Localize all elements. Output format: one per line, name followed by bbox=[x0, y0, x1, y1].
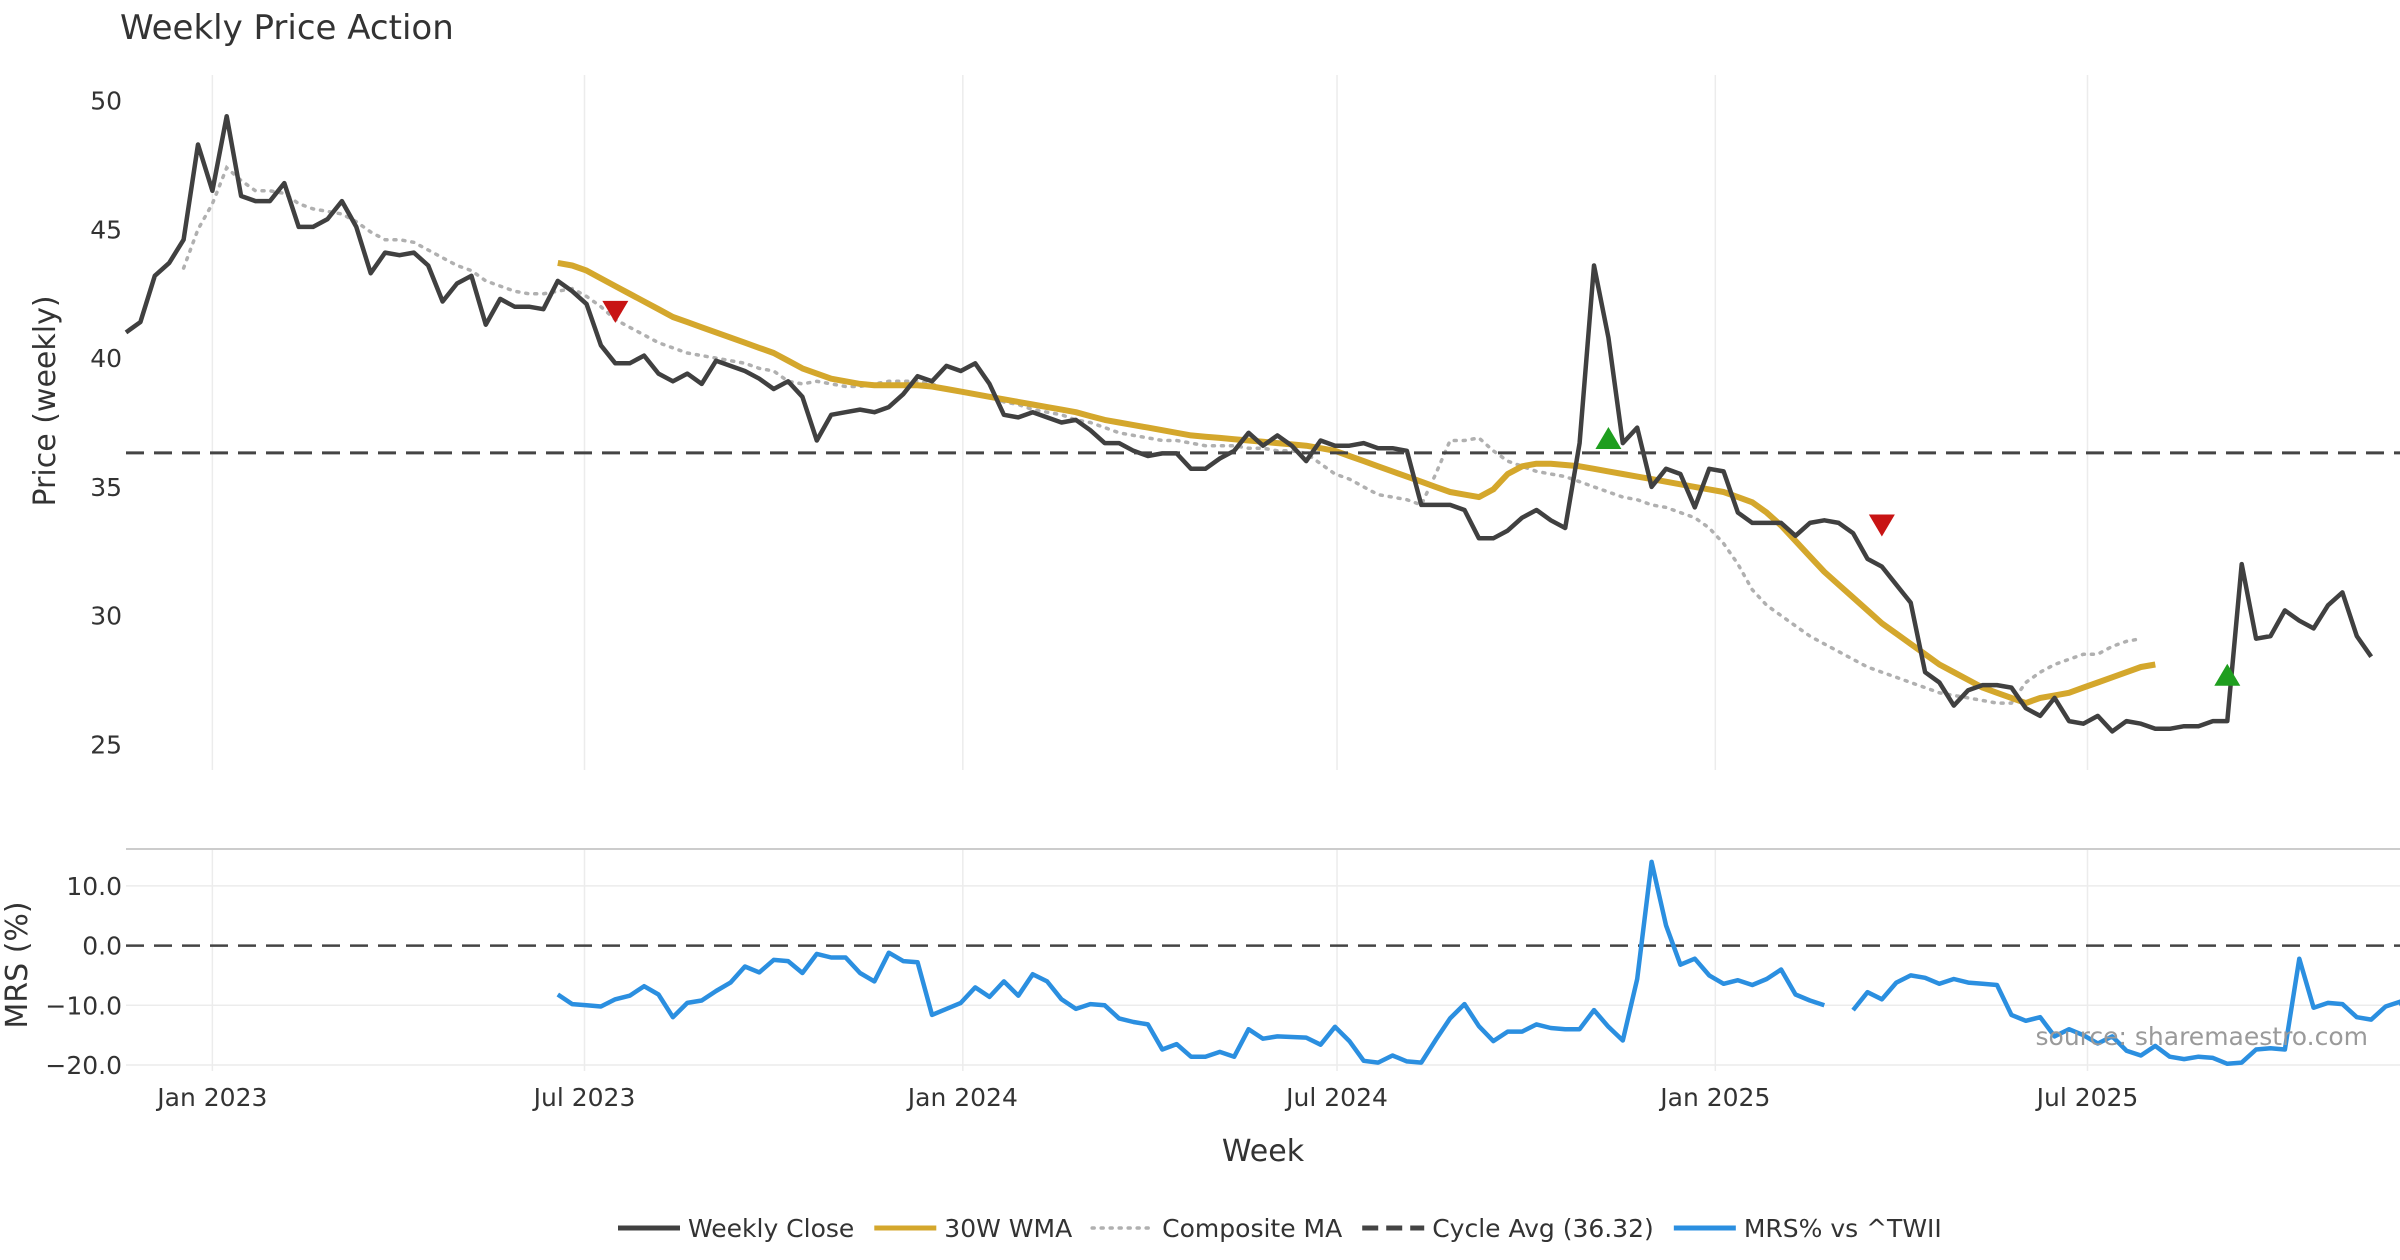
mrs-y-tick: 10.0 bbox=[66, 872, 122, 901]
x-tick: Jan 2023 bbox=[155, 1083, 267, 1112]
legend: Weekly Close 30W WMA Composite MA Cycle Avg… bbox=[618, 1214, 1942, 1243]
price-axis-label: Price (weekly) bbox=[28, 295, 63, 506]
buy-signal-marker bbox=[1595, 426, 1622, 449]
price-y-tick: 40 bbox=[90, 344, 122, 373]
sell-signal-marker bbox=[602, 300, 629, 323]
price-y-ticks: 25 30 35 40 45 50 bbox=[90, 87, 122, 760]
price-y-tick: 50 bbox=[90, 87, 122, 116]
mrs-gridlines bbox=[126, 850, 2400, 1071]
mrs-axis-label: MRS (%) bbox=[0, 901, 35, 1028]
x-ticks: Jan 2023 Jul 2023 Jan 2024 Jul 2024 Jan 2025… bbox=[155, 1083, 2138, 1112]
price-series-group bbox=[124, 113, 2400, 734]
mrs-y-tick: −10.0 bbox=[45, 991, 122, 1020]
mrs-line-segment bbox=[556, 859, 1826, 1065]
x-tick: Jan 2024 bbox=[906, 1083, 1018, 1112]
mrs-y-ticks: 10.0 0.0 −10.0 −20.0 bbox=[45, 872, 122, 1080]
price-gridlines bbox=[211, 75, 2089, 770]
weekly-close-line bbox=[124, 113, 2374, 734]
wma-30w-line bbox=[557, 259, 2156, 707]
chart-title: Weekly Price Action bbox=[120, 8, 454, 48]
price-y-tick: 45 bbox=[90, 215, 122, 244]
legend-label: 30W WMA bbox=[944, 1214, 1072, 1243]
x-tick: Jul 2024 bbox=[1284, 1083, 1388, 1112]
price-y-tick: 35 bbox=[90, 473, 122, 502]
legend-label: Composite MA bbox=[1162, 1214, 1342, 1243]
price-y-tick: 25 bbox=[90, 730, 122, 759]
legend-label: Weekly Close bbox=[688, 1214, 854, 1243]
price-y-tick: 30 bbox=[90, 602, 122, 631]
legend-label: MRS% vs ^TWII bbox=[1744, 1214, 1942, 1243]
x-tick: Jan 2025 bbox=[1658, 1083, 1770, 1112]
legend-label: Cycle Avg (36.32) bbox=[1432, 1214, 1654, 1243]
x-axis-label: Week bbox=[1222, 1134, 1305, 1169]
signal-markers bbox=[602, 300, 2241, 686]
sell-signal-marker bbox=[1868, 514, 1895, 537]
buy-signal-marker bbox=[2214, 663, 2241, 686]
composite-ma-line bbox=[181, 164, 2143, 705]
x-tick: Jul 2023 bbox=[532, 1083, 636, 1112]
mrs-y-tick: 0.0 bbox=[82, 932, 122, 961]
mrs-line-segment bbox=[1851, 956, 2400, 1067]
x-tick: Jul 2025 bbox=[2035, 1083, 2139, 1112]
mrs-y-tick: −20.0 bbox=[45, 1051, 122, 1080]
source-note: source: sharemaestro.com bbox=[2036, 1022, 2369, 1051]
mrs-series-group bbox=[126, 859, 2400, 1067]
